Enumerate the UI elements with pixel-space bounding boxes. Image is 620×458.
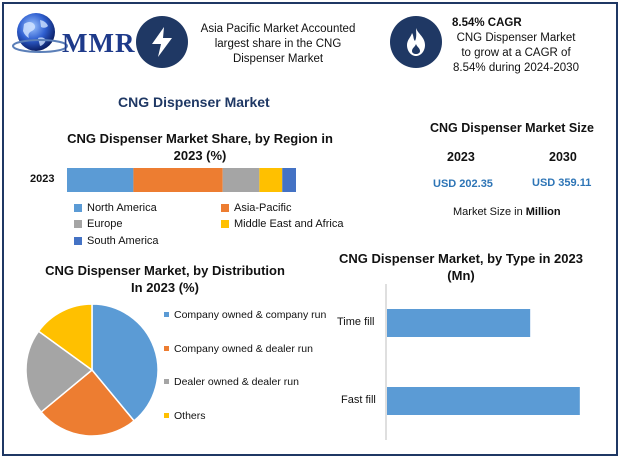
legend-swatch — [221, 204, 229, 212]
market-size-value-2023: USD 202.35 — [433, 178, 493, 190]
region-stacked-bar — [67, 168, 296, 192]
legend-middle-east-africa: Middle East and Africa — [221, 218, 343, 230]
distribution-pie — [25, 303, 159, 437]
legend-europe: Europe — [74, 218, 122, 230]
legend-south-america: South America — [74, 235, 159, 247]
market-size-note-prefix: Market Size in — [453, 206, 526, 218]
legend-label: Middle East and Africa — [234, 218, 344, 230]
globe-icon — [12, 13, 68, 53]
legend-label: North America — [87, 202, 157, 214]
pie-slice — [91, 303, 159, 422]
flame-icon — [407, 28, 425, 56]
region-chart-title: CNG Dispenser Market Share, by Region in… — [67, 131, 333, 163]
legend-label: Asia-Pacific — [234, 202, 292, 214]
legend-swatch — [164, 413, 169, 418]
legend-swatch — [221, 220, 229, 228]
legend-swatch — [164, 379, 169, 384]
legend-label: Europe — [87, 218, 123, 230]
type-bar — [387, 309, 531, 337]
region-bar-segment-asia-pacific — [133, 168, 223, 192]
market-size-value-2030: USD 359.11 — [532, 177, 592, 189]
cagr-text: CNG Dispenser Market to grow at a CAGR o… — [453, 32, 579, 74]
pie-legend-label: Others — [174, 410, 206, 422]
highlight-icon-circle — [390, 16, 442, 68]
market-size-title: CNG Dispenser Market Size — [430, 121, 594, 135]
highlight-text: Asia Pacific Market Accounted largest sh… — [200, 23, 356, 65]
legend-swatch — [164, 346, 169, 351]
legend-swatch — [74, 204, 82, 212]
legend-swatch — [164, 312, 169, 317]
cagr-title: 8.54% CAGR — [452, 17, 522, 29]
brand-logo-text: MMR — [62, 28, 136, 58]
legend-swatch — [74, 220, 82, 228]
highlight-icon-circle — [136, 16, 188, 68]
region-bar-segment-south-america — [282, 168, 296, 192]
type-bar — [387, 387, 580, 415]
legend-asia-pacific: Asia-Pacific — [221, 202, 291, 214]
pie-legend-item: Company owned & dealer run — [164, 342, 329, 356]
pie-legend-item: Others — [164, 409, 329, 423]
lightning-bolt-icon — [152, 27, 172, 57]
legend-swatch — [74, 237, 82, 245]
pie-slice — [37, 303, 93, 372]
pie-legend-item: Dealer owned & dealer run — [164, 375, 329, 389]
region-bar-segment-middle-east-and-africa — [259, 168, 283, 192]
legend-label: South America — [87, 235, 159, 247]
pie-legend-label: Dealer owned & dealer run — [174, 376, 299, 388]
pie-slice — [25, 330, 94, 414]
page-title: CNG Dispenser Market — [118, 94, 270, 110]
region-category-label: 2023 — [30, 173, 55, 185]
market-size-note: Market Size in Million — [453, 206, 561, 218]
distribution-chart-title: CNG Dispenser Market, by Distribution In… — [45, 263, 285, 295]
pie-slice — [40, 368, 136, 437]
pie-legend-label: Company owned & company run — [174, 309, 327, 321]
market-size-unit: Million — [525, 206, 561, 218]
region-bar-segment-north-america — [67, 168, 134, 192]
type-category-label: Time fill — [337, 316, 375, 328]
brand-logo: MMR — [10, 10, 134, 58]
type-chart-title: CNG Dispenser Market, by Type in 2023 (M… — [339, 251, 583, 283]
pie-legend-item: Company owned & company run — [164, 308, 329, 322]
type-bar-chart — [385, 284, 580, 440]
type-category-label: Fast fill — [341, 394, 376, 406]
pie-legend-label: Company owned & dealer run — [174, 343, 313, 355]
region-bar-segment-europe — [222, 168, 260, 192]
legend-north-america: North America — [74, 202, 157, 214]
cagr-highlight: 8.54% CAGR CNG Dispenser Market to grow … — [452, 16, 612, 76]
market-size-year-2023: 2023 — [447, 150, 475, 164]
market-size-year-2030: 2030 — [549, 150, 577, 164]
